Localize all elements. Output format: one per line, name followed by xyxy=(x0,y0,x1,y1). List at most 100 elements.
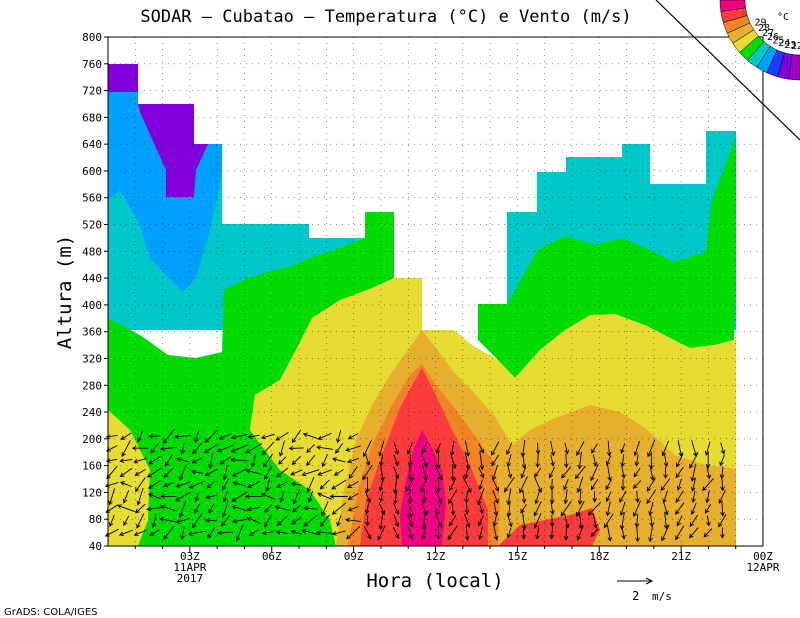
wind-vector xyxy=(508,500,511,517)
wind-vector-head xyxy=(550,510,555,516)
wind-vector xyxy=(436,502,441,515)
wind-vector xyxy=(564,489,568,504)
wind-vector-head xyxy=(491,475,497,481)
wind-vector-head xyxy=(478,521,483,527)
wind-vector-head xyxy=(179,475,184,481)
wind-vector xyxy=(380,491,384,502)
wind-vector xyxy=(561,466,572,479)
wind-vector-head xyxy=(549,485,555,491)
wind-vector xyxy=(205,468,218,476)
wind-vector xyxy=(150,443,159,454)
wind-vector-head xyxy=(146,473,152,478)
wind-vector-head xyxy=(377,535,382,541)
wind-vector xyxy=(195,491,200,502)
wind-vector xyxy=(348,506,359,511)
wind-vector-head xyxy=(119,472,125,478)
wind-vector xyxy=(291,455,302,465)
wind-vector xyxy=(232,491,248,502)
wind-vector-head xyxy=(306,487,312,493)
wind-vector-head xyxy=(693,452,698,458)
wind-vector-head xyxy=(438,475,443,481)
wind-vector xyxy=(507,466,512,478)
wind-vector-head xyxy=(222,475,228,481)
wind-vector-head xyxy=(649,522,654,528)
wind-vector xyxy=(209,452,214,469)
wind-vector-head xyxy=(675,510,680,515)
wind-vector xyxy=(706,515,710,526)
wind-vector-head xyxy=(702,486,707,492)
wind-vector-head xyxy=(720,511,725,517)
wind-vector-head xyxy=(689,463,694,469)
wind-vector xyxy=(261,493,275,500)
wind-vector xyxy=(247,480,261,488)
wind-vector-head xyxy=(261,530,267,536)
wind-vector xyxy=(176,518,190,524)
wind-vector xyxy=(280,490,285,502)
wind-vector xyxy=(660,478,671,491)
wind-vector xyxy=(575,465,586,479)
wind-vector xyxy=(119,529,133,536)
wind-vector-head xyxy=(493,535,499,541)
wind-vector xyxy=(106,465,118,479)
wind-vector xyxy=(636,490,639,503)
wind-vector-head xyxy=(278,451,284,457)
wind-vector-head xyxy=(535,450,541,455)
wind-vector-head xyxy=(134,471,140,476)
wind-vector-head xyxy=(451,464,457,470)
wind-vector-head xyxy=(136,500,142,506)
wind-vector xyxy=(720,442,725,454)
wind-vector xyxy=(222,500,229,517)
wind-vector-head xyxy=(208,508,213,514)
wind-vector xyxy=(192,442,202,454)
wind-vector-head xyxy=(706,474,712,480)
wind-vector-head xyxy=(506,450,511,455)
wind-vector xyxy=(223,464,228,480)
wind-vector-head xyxy=(191,459,197,464)
wind-vector xyxy=(219,456,232,465)
wind-vector-head xyxy=(120,481,125,486)
wind-vector-head xyxy=(576,451,581,456)
wind-vector xyxy=(491,454,500,466)
wind-vector xyxy=(261,433,275,439)
wind-vector-head xyxy=(564,463,569,469)
wind-vector xyxy=(634,440,641,456)
wind-vector-head xyxy=(335,449,340,454)
wind-vector xyxy=(177,458,190,463)
wind-vector xyxy=(409,464,412,481)
wind-vector-head xyxy=(347,435,353,440)
wind-reference: 2 m/s xyxy=(617,577,672,603)
wind-vector xyxy=(204,443,219,453)
wind-vector xyxy=(148,456,161,465)
wind-vector xyxy=(276,431,289,441)
wind-vector xyxy=(423,512,426,530)
wind-vector-head xyxy=(435,449,440,455)
wind-vector-head xyxy=(190,469,196,475)
wind-vector-head xyxy=(690,476,696,482)
wind-vector-head xyxy=(506,512,512,518)
wind-vector-head xyxy=(520,473,525,479)
wind-vector xyxy=(204,429,218,443)
wind-vector xyxy=(405,477,415,492)
wind-vector xyxy=(675,490,684,503)
wind-vector-head xyxy=(204,438,210,443)
wind-vector xyxy=(302,469,320,476)
wind-vector-head xyxy=(290,481,296,487)
wind-vector-head xyxy=(406,449,412,455)
wind-vector-head xyxy=(106,474,111,480)
grid-lines xyxy=(108,36,763,547)
y-tick-label: 640 xyxy=(82,138,102,151)
wind-vector xyxy=(109,514,115,527)
wind-vector-head xyxy=(720,534,725,539)
wind-vector xyxy=(560,501,572,516)
wind-vector xyxy=(606,455,612,466)
y-tick-label: 560 xyxy=(82,192,102,205)
wind-vector-head xyxy=(605,511,611,517)
wind-vector-head xyxy=(664,510,669,516)
wind-vector-head xyxy=(316,529,321,535)
wind-vector xyxy=(205,519,218,522)
wind-vector-head xyxy=(163,472,169,478)
wind-vector-head xyxy=(607,536,613,542)
wind-vector-head xyxy=(646,486,651,492)
wind-vector-head xyxy=(346,534,351,540)
